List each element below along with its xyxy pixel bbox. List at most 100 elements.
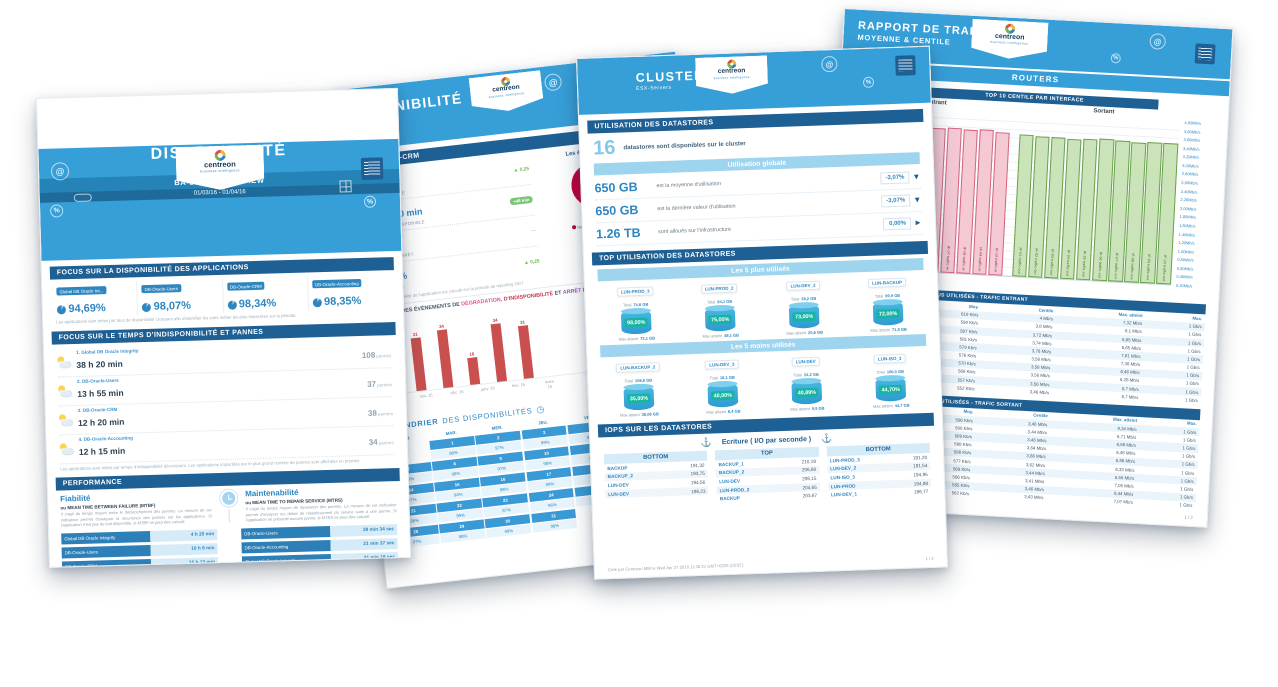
total-value: 24,2 GB bbox=[803, 371, 819, 378]
datastore-name: LUN-PROD_3 bbox=[829, 457, 860, 464]
max-value: 20,6 GB bbox=[807, 329, 824, 336]
y-axis-tick-label: 1,80Mb/s bbox=[1179, 214, 1197, 221]
total-value: 64,1 GB bbox=[717, 298, 733, 305]
total-value: 108,8 GB bbox=[634, 377, 653, 384]
count-value: 38 bbox=[367, 408, 377, 418]
trend: -3,07% ▼ bbox=[880, 171, 921, 185]
y-axis-tick-label: 1,20Mb/s bbox=[1178, 239, 1195, 246]
total-label: Total bbox=[793, 372, 803, 378]
y-axis-tick-label: 3,40Mb/s bbox=[1182, 145, 1200, 152]
page-number: 1 / 2 bbox=[1183, 514, 1193, 520]
total-value: 28,2 GB bbox=[801, 295, 817, 302]
datastore-cylinder-icon: 40,00% bbox=[707, 382, 739, 408]
total-label: Total bbox=[876, 369, 885, 375]
y-axis-tick-label: 3,20Mb/s bbox=[1182, 154, 1200, 161]
total-label: Total bbox=[874, 293, 884, 299]
kpi-value-row: 94,69% bbox=[56, 301, 134, 316]
bar bbox=[518, 325, 534, 380]
availability-value: 94,69% bbox=[68, 302, 106, 316]
application-name: 1. Global DB Oracle Integrity bbox=[76, 348, 139, 356]
iops-value: 206,15 bbox=[802, 475, 817, 482]
datastore-max: Max atteint 44,7 GB bbox=[851, 402, 931, 410]
pie-icon bbox=[142, 302, 152, 312]
usage-caption: est la dernière valeur d'utilisation bbox=[657, 203, 736, 213]
iops-value: 210,19 bbox=[801, 458, 816, 465]
y-axis-tick-label: 2,60Mb/s bbox=[1181, 179, 1198, 186]
bar bbox=[410, 337, 427, 392]
datastore-name: LUN-ISO_3 bbox=[830, 474, 856, 481]
trend-value: -3,07% bbox=[881, 194, 911, 208]
bar-value-label: 16 bbox=[469, 351, 475, 357]
downtime-text: 2. DB-Oracle-Users 13 h 55 min bbox=[77, 371, 368, 402]
apps-grid-icon bbox=[339, 180, 352, 193]
x-tick-label: janv. 16 bbox=[480, 385, 495, 392]
max-label: Max atteint bbox=[873, 403, 893, 409]
bar-interface-label: IF-07 traffic-out bbox=[1113, 252, 1119, 279]
y-axis-tick-label: 0,60Mb/s bbox=[1176, 265, 1194, 272]
application-name: DB-Oracle-Accounting bbox=[241, 540, 331, 554]
datastore-max: Max atteint 20,6 GB bbox=[765, 329, 845, 337]
usage-caption: sont alloués sur l'infrastructure bbox=[658, 226, 732, 236]
bar-column: 34 bbox=[489, 306, 508, 383]
bar bbox=[436, 329, 454, 389]
max-value: 38,06 GB bbox=[641, 411, 659, 417]
stat-delta: +48 min bbox=[509, 195, 533, 206]
kpi-card: DB-Oracle-Users 98,07% bbox=[136, 278, 223, 316]
maintainability-description: Il s'agit du temps moyen de réparation d… bbox=[245, 502, 397, 523]
x-tick-label: mars 16 bbox=[544, 378, 555, 390]
y-axis-tick-label: 4,00Mb/s bbox=[1184, 119, 1202, 126]
datastore-cylinder-icon: 75,00% bbox=[704, 306, 736, 332]
bar-interface-label: IF-01 traffic-out bbox=[1017, 247, 1023, 274]
kpi-value-row: 98,35% bbox=[312, 294, 389, 308]
application-name-tab: DB-Oracle-Accounting bbox=[311, 278, 362, 289]
count-value: 108 bbox=[361, 350, 376, 360]
datastore-card: LUN-BACKUP Total 99,9 GB 72,00% Max attei… bbox=[847, 273, 929, 334]
reliability-description: Il s'agit du temps moyen entre le déclen… bbox=[60, 507, 212, 528]
datastore-cylinder-icon: 44,70% bbox=[875, 376, 907, 402]
datastore-card: LUN-ISO_3 Total 100,0 GB 44,70% Max attei… bbox=[849, 349, 931, 410]
heading-text: ET bbox=[554, 289, 562, 297]
iops-table-bottom-2: BOTTOM LUN-PROD_3 191,20 LUN-DEV_2 191,54 LUN… bbox=[826, 442, 932, 500]
mtrs-row: DB-Oracle-CRM19 min 28 sec bbox=[242, 566, 399, 568]
pie-icon bbox=[227, 299, 237, 310]
pie-icon bbox=[56, 304, 67, 314]
iops-value: 206,60 bbox=[801, 467, 817, 473]
count-unit: pannes bbox=[376, 352, 392, 359]
datastore-max: Max atteint 48,1 GB bbox=[681, 332, 761, 340]
mtbf-row: DB-Oracle-CRM 15 h 13 min bbox=[61, 557, 219, 568]
max-label: Max atteint bbox=[870, 327, 891, 333]
total-value: 16,1 GB bbox=[719, 374, 735, 381]
max-label: Max atteint bbox=[702, 333, 723, 339]
datastore-name: LUN-PROD bbox=[830, 483, 856, 489]
max-value: 73,1 GB bbox=[640, 335, 656, 341]
max-label: Max atteint bbox=[620, 411, 640, 418]
server-icon bbox=[360, 157, 384, 180]
bar-column: 16 bbox=[462, 310, 481, 386]
kpi-card: DB-Oracle-Accounting 98,35% bbox=[306, 274, 394, 311]
performance-lists: Global DB Oracle Integrity 4 h 20 min DB-… bbox=[61, 521, 399, 568]
x-tick-label: déc. 15 bbox=[450, 388, 464, 396]
percent-icon: % bbox=[1110, 53, 1121, 64]
datastore-card: LUN-DEV_3 Total 16,1 GB 40,00% Max attein… bbox=[682, 355, 764, 416]
brand-tagline: business intelligence bbox=[200, 167, 240, 173]
trend: -3,07% ▼ bbox=[881, 194, 921, 208]
application-name: Global DB Oracle Integrity bbox=[241, 554, 331, 568]
weather-icon bbox=[59, 414, 72, 425]
datastore-name: BACKUP_2 bbox=[718, 469, 745, 476]
datastore-name: LUN-DEV bbox=[608, 490, 630, 497]
mtrs-row: DB-Oracle-Accounting 21 min 37 sec bbox=[241, 538, 398, 554]
page-number: 1 / 2 bbox=[925, 555, 934, 562]
iops-value: 196,23 bbox=[691, 488, 706, 494]
application-name: DB-Oracle-Users bbox=[241, 526, 331, 540]
bar-value-label: 31 bbox=[519, 319, 526, 326]
bar-value-label: 34 bbox=[438, 323, 445, 330]
datastore-cylinder-icon: 98,00% bbox=[620, 309, 652, 335]
datastore-name: LUN-DEV bbox=[607, 482, 629, 489]
iops-table-bottom: BOTTOM BACKUP 191,32 BACKUP_2 193,75 LUN-DEV 1… bbox=[603, 450, 709, 508]
count-unit: pannes bbox=[376, 381, 393, 388]
total-value: 100,0 GB bbox=[886, 368, 905, 375]
least-used-datastores: LUN-BACKUP_2 Total 108,8 GB 35,00% Max at… bbox=[598, 349, 932, 419]
total-value: 99,9 GB bbox=[885, 292, 901, 299]
table-cell: 1 Gb/s bbox=[1179, 502, 1193, 509]
max-value: 71,9 GB bbox=[891, 326, 907, 333]
